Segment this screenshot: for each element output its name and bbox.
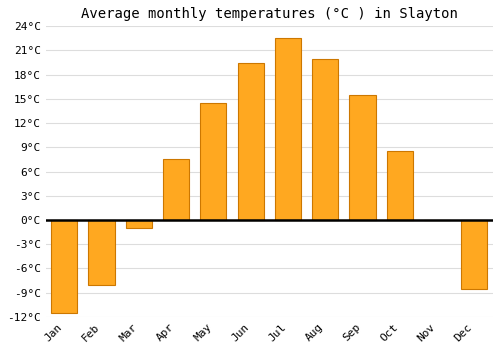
Bar [312, 58, 338, 220]
Title: Average monthly temperatures (°C ) in Slayton: Average monthly temperatures (°C ) in Sl… [81, 7, 458, 21]
Bar [126, 220, 152, 228]
Bar [200, 103, 226, 220]
Bar [387, 151, 413, 220]
Bar [88, 220, 115, 285]
Bar [275, 38, 301, 220]
Bar [350, 95, 376, 220]
Bar [238, 63, 264, 220]
Bar [462, 220, 487, 288]
Bar [163, 160, 189, 220]
Bar [51, 220, 78, 313]
